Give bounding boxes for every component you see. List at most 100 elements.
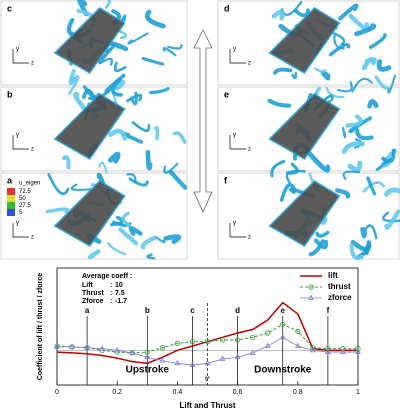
axis-triad-label: y	[233, 133, 236, 139]
vortex-strand	[306, 150, 331, 173]
point	[219, 355, 226, 361]
summary-label: Lift	[82, 282, 94, 289]
point	[249, 349, 256, 355]
vortex-strand	[314, 67, 327, 73]
point	[129, 349, 136, 355]
vortex-strand	[291, 71, 298, 80]
vortex-strand	[271, 9, 285, 21]
series-line	[57, 336, 358, 366]
axis-triad-label: z	[31, 147, 34, 153]
vortex-strand	[360, 226, 367, 239]
point	[250, 334, 256, 340]
point	[325, 348, 331, 354]
vortex-strand	[270, 159, 286, 178]
vortex-strand	[141, 56, 165, 66]
vortex-strand	[163, 234, 182, 245]
point	[204, 360, 211, 366]
vortex-strand	[128, 225, 143, 236]
point	[355, 345, 361, 352]
vortex-strand	[111, 78, 123, 97]
vortex-strand	[267, 98, 292, 108]
vortex-strand	[127, 32, 149, 45]
point	[174, 340, 180, 346]
vortex-strand	[341, 126, 347, 139]
vortex-strand	[354, 23, 377, 37]
wing	[53, 180, 126, 247]
vortex-strand	[384, 209, 400, 230]
colorbar-label: 50	[19, 196, 26, 202]
vortex-strand	[313, 238, 329, 250]
vortex-strand	[131, 121, 151, 132]
vortex-strand	[355, 128, 374, 141]
axis-triad	[12, 135, 29, 150]
vortex-strand	[96, 172, 106, 185]
vortex-strand	[366, 176, 377, 196]
x-tick-label: 0.6	[233, 389, 243, 396]
colorbar-swatch	[7, 188, 15, 195]
panel-label: e	[224, 89, 229, 99]
point	[234, 353, 241, 360]
wing	[53, 7, 126, 74]
vortex-strand	[387, 74, 397, 94]
point	[189, 339, 196, 345]
vortex-strand	[163, 162, 179, 174]
vortex-strand	[362, 181, 385, 193]
vortex-strand	[332, 31, 346, 46]
panel-label: c	[7, 3, 12, 13]
colorbar-swatch	[7, 202, 15, 209]
x-tick-label: 0.4	[173, 389, 183, 396]
vortex-strand	[108, 128, 128, 141]
vortex-strand	[118, 227, 139, 246]
vortex-strand	[110, 215, 124, 227]
vortex-strand	[73, 91, 87, 111]
phase-label: Downstroke	[254, 365, 312, 376]
point	[355, 348, 361, 354]
point	[309, 347, 316, 353]
summary-colon: :	[110, 298, 112, 305]
x-axis-label: Lift and Thrust	[180, 401, 236, 410]
point	[265, 330, 271, 336]
vortex-strand	[376, 59, 392, 72]
phase-label: Upstroke	[126, 365, 170, 376]
vortex-strand	[167, 43, 183, 50]
vortex-strand	[294, 8, 310, 18]
axis-triad-label: y	[233, 47, 236, 53]
vortex-strand	[70, 183, 93, 191]
vortex-strand	[98, 44, 116, 64]
axis-triad-label: z	[248, 235, 251, 241]
split-label: t*	[205, 376, 210, 383]
axis-triad-label: y	[16, 47, 19, 53]
vortex-strand	[367, 98, 379, 109]
vortex-strand	[107, 151, 121, 164]
wing	[268, 7, 341, 74]
x-tick-label: 1	[356, 389, 360, 396]
summary-label: Zforce	[82, 298, 104, 305]
point	[189, 361, 196, 367]
axis-triad	[229, 223, 246, 238]
point	[69, 343, 75, 349]
vortex-strand	[381, 148, 396, 164]
double-arrow	[193, 29, 213, 213]
vortex-strand	[47, 173, 70, 196]
axis-triad-label: z	[248, 61, 251, 67]
vortex-strand	[172, 131, 187, 144]
vortex-strand	[155, 236, 166, 244]
vortex-strand	[140, 235, 158, 250]
legend-label: zforce	[328, 293, 352, 302]
point	[144, 353, 151, 360]
vortex-strand	[146, 253, 156, 260]
vortex-strand	[68, 68, 77, 85]
vortex-strand	[369, 33, 387, 50]
event-label: a	[85, 306, 90, 315]
colorbar-swatch	[7, 195, 15, 202]
wing	[268, 180, 341, 247]
summary-title: Average coeff :	[82, 273, 132, 280]
vortex-strand	[338, 3, 359, 21]
vortex-strand	[98, 57, 114, 66]
vortex-strand	[104, 0, 111, 9]
point	[159, 345, 165, 351]
colorbar-label: 72.5	[19, 189, 31, 195]
point	[99, 345, 106, 351]
event-label: e	[281, 306, 286, 315]
